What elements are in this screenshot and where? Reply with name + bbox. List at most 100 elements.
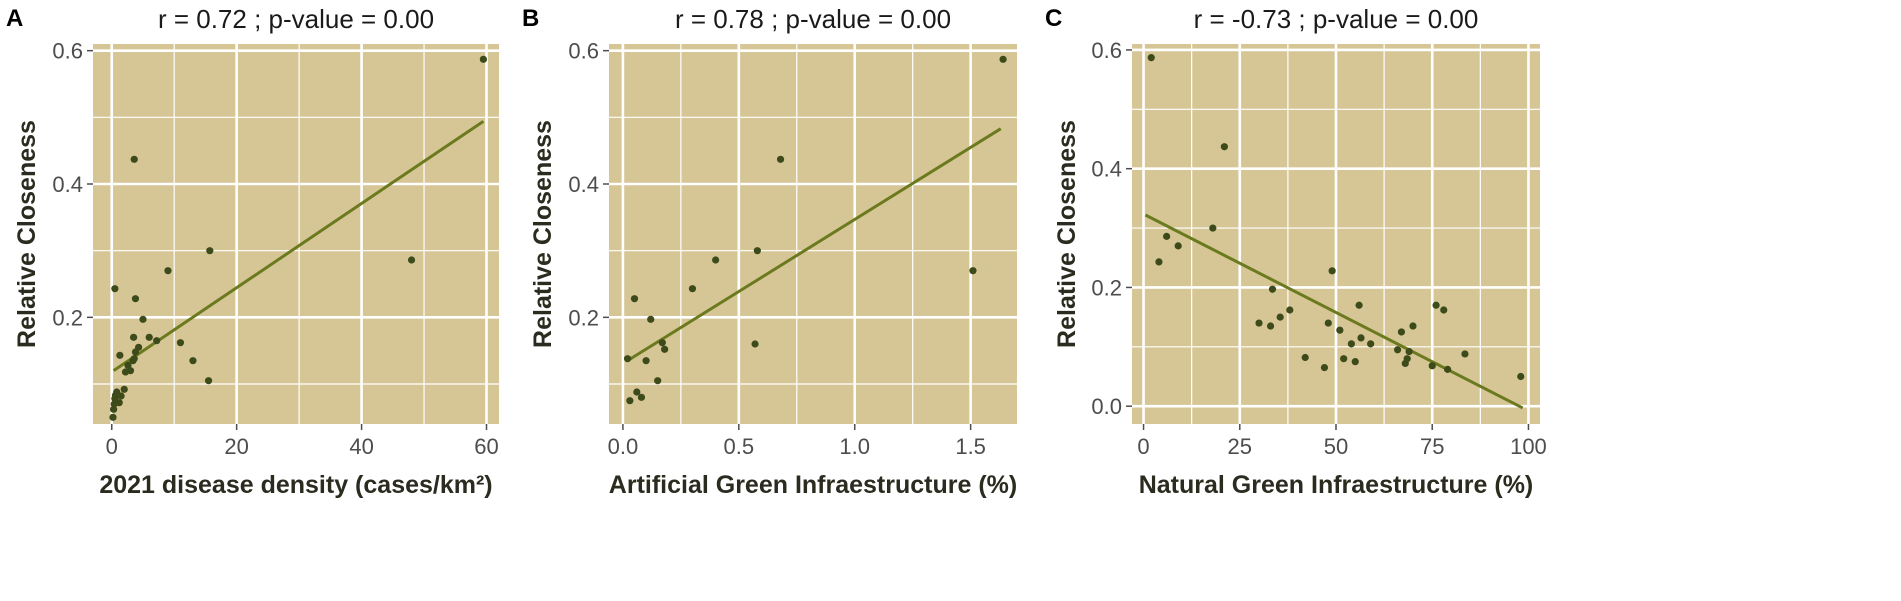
x-tick-label: 25 bbox=[1228, 434, 1252, 459]
data-point bbox=[206, 247, 214, 255]
y-axis-title: Relative Closeness bbox=[13, 120, 41, 348]
data-point bbox=[623, 355, 632, 363]
panel-b: 0.0 0.5 1.0 1.5 0.2 0.4 0.6 r = 0.78 ; p-value … bbox=[522, 4, 1017, 499]
data-point bbox=[145, 333, 153, 341]
y-tick-label: 0.0 bbox=[1091, 394, 1122, 419]
panel-letter: A bbox=[6, 5, 23, 32]
data-point bbox=[753, 247, 761, 255]
y-tick-label: 0.6 bbox=[568, 39, 599, 64]
data-point bbox=[1268, 285, 1277, 293]
plot-area bbox=[93, 44, 499, 424]
x-tick-label: 0.0 bbox=[608, 434, 639, 459]
y-tick-label: 0.2 bbox=[52, 305, 83, 330]
data-point bbox=[1336, 326, 1344, 334]
y-axis-title: Relative Closeness bbox=[1053, 120, 1081, 348]
plot-title: r = 0.78 ; p-value = 0.00 bbox=[675, 4, 951, 34]
data-point bbox=[1320, 363, 1329, 372]
data-point bbox=[776, 155, 785, 163]
data-point bbox=[176, 339, 185, 347]
data-point bbox=[1405, 347, 1413, 356]
data-point bbox=[1367, 340, 1375, 348]
plot-title: r = -0.73 ; p-value = 0.00 bbox=[1194, 4, 1479, 34]
x-tick-label: 0.5 bbox=[724, 434, 755, 459]
data-point bbox=[153, 337, 161, 345]
data-point bbox=[1440, 306, 1448, 314]
x-tick-label: 40 bbox=[349, 434, 373, 459]
panel-a: 0 20 40 60 0.2 0.4 0.6 r = 0.72 ; p-value = 0.0… bbox=[6, 4, 499, 499]
plot-title: r = 0.72 ; p-value = 0.00 bbox=[158, 4, 434, 34]
x-tick-label: 75 bbox=[1420, 434, 1444, 459]
data-point bbox=[131, 295, 140, 303]
data-point bbox=[117, 392, 125, 400]
data-point bbox=[661, 345, 669, 353]
regression-line bbox=[626, 127, 1002, 362]
y-tick-label: 0.2 bbox=[1091, 275, 1122, 300]
data-point bbox=[1163, 232, 1171, 240]
x-tick-label: 60 bbox=[474, 434, 498, 459]
data-point bbox=[1517, 372, 1525, 381]
plot-area bbox=[609, 44, 1017, 424]
data-point bbox=[637, 393, 646, 401]
data-point bbox=[111, 285, 119, 293]
y-tick-label: 0.2 bbox=[568, 305, 599, 330]
y-tick-label: 0.4 bbox=[1091, 157, 1122, 182]
y-tick-label: 0.6 bbox=[52, 39, 83, 64]
x-tick-label: 100 bbox=[1510, 434, 1547, 459]
regression-line bbox=[1144, 213, 1524, 410]
data-point bbox=[110, 405, 118, 413]
data-point bbox=[1444, 365, 1452, 373]
x-tick-label: 0 bbox=[1137, 434, 1149, 459]
data-point bbox=[633, 388, 641, 396]
data-point bbox=[126, 367, 135, 375]
data-point bbox=[130, 333, 138, 341]
data-point bbox=[204, 377, 213, 385]
data-point bbox=[1174, 242, 1182, 250]
y-tick-label: 0.6 bbox=[1091, 38, 1122, 63]
data-point bbox=[1301, 353, 1309, 362]
data-point bbox=[1276, 313, 1284, 321]
data-point bbox=[751, 340, 759, 348]
x-axis-title: 2021 disease density (cases/km²) bbox=[99, 471, 492, 499]
data-point bbox=[1328, 267, 1336, 275]
data-point bbox=[115, 399, 123, 407]
data-point bbox=[658, 339, 666, 347]
data-point bbox=[1340, 355, 1348, 363]
data-point bbox=[116, 351, 124, 359]
data-point bbox=[642, 357, 650, 365]
data-point bbox=[130, 155, 138, 163]
data-point bbox=[479, 55, 487, 63]
data-point bbox=[1347, 340, 1355, 348]
data-point bbox=[139, 315, 147, 323]
data-point bbox=[1147, 54, 1155, 62]
data-point bbox=[407, 256, 416, 264]
data-point bbox=[1324, 319, 1332, 327]
y-tick-label: 0.4 bbox=[568, 172, 599, 197]
data-point bbox=[1461, 350, 1469, 358]
data-point bbox=[630, 295, 639, 303]
data-point bbox=[688, 285, 697, 293]
plot-background bbox=[609, 44, 1017, 424]
data-point bbox=[1397, 328, 1406, 336]
data-point bbox=[1403, 355, 1411, 363]
x-tick-label: 50 bbox=[1324, 434, 1348, 459]
data-point bbox=[1220, 143, 1228, 151]
data-point bbox=[626, 397, 634, 405]
x-tick-label: 0 bbox=[106, 434, 118, 459]
data-point bbox=[654, 377, 662, 385]
data-point bbox=[1266, 322, 1275, 330]
data-point bbox=[1286, 306, 1294, 314]
y-tick-label: 0.4 bbox=[52, 172, 83, 197]
data-point bbox=[109, 413, 117, 421]
x-axis-title: Artificial Green Infraestructure (%) bbox=[609, 471, 1017, 499]
x-tick-label: 1.5 bbox=[955, 434, 986, 459]
data-point bbox=[130, 355, 138, 363]
data-point bbox=[1209, 224, 1217, 232]
x-tick-label: 20 bbox=[224, 434, 248, 459]
data-point bbox=[712, 256, 720, 264]
panel-letter: C bbox=[1045, 5, 1062, 32]
data-point bbox=[1355, 301, 1363, 309]
data-point bbox=[120, 385, 128, 393]
panel-letter: B bbox=[522, 5, 539, 32]
plot-background bbox=[93, 44, 499, 424]
